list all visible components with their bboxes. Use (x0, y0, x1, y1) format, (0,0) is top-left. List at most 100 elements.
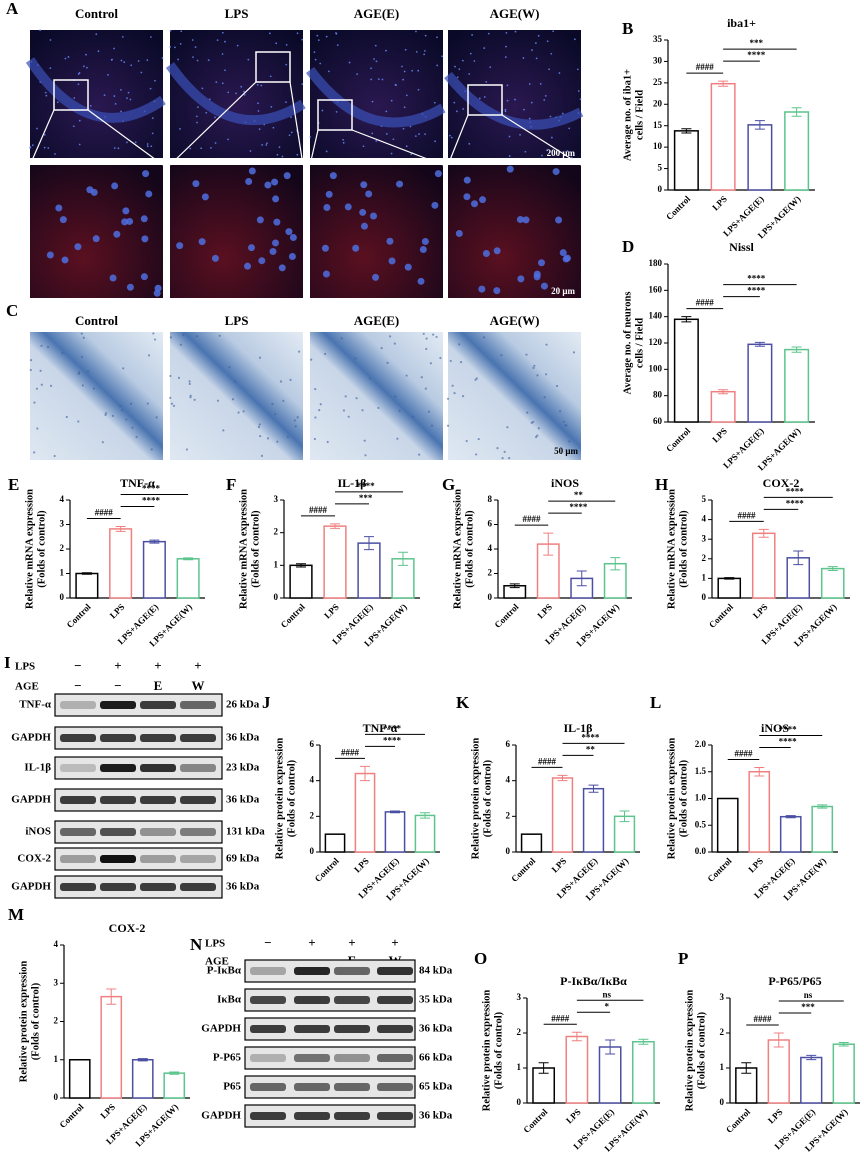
band-label: iNOS (25, 826, 51, 838)
nucleus (441, 55, 444, 58)
band-label: TNF-α (19, 699, 52, 711)
nucleus (49, 67, 52, 69)
nucleus (278, 146, 281, 149)
nucleus (201, 193, 209, 201)
band (140, 764, 176, 772)
nucleus (227, 138, 229, 141)
neuron (188, 380, 191, 383)
neuron (429, 362, 432, 365)
band (140, 855, 176, 863)
nucleus (405, 94, 408, 97)
nucleus (508, 155, 511, 157)
panel-letter: F (226, 475, 236, 494)
significance-label: ** (574, 490, 584, 500)
treatment-label: LPS (205, 938, 225, 950)
band-label: GAPDH (11, 732, 51, 744)
nucleus (260, 84, 263, 87)
x-tick-label: Control (509, 855, 538, 884)
neuron (420, 376, 423, 379)
zoom-line (289, 81, 304, 166)
bar (176, 558, 200, 599)
y-tick-label: 2 (517, 1027, 522, 1037)
nucleus (214, 142, 217, 144)
nucleus (344, 203, 352, 211)
neuron (496, 447, 499, 450)
zoom-box (53, 79, 89, 111)
nucleus (544, 94, 547, 97)
y-tick-label: 1 (702, 572, 707, 582)
nucleus (169, 29, 172, 32)
neuron (40, 383, 43, 386)
nucleus (97, 50, 100, 53)
nucleus (402, 127, 405, 130)
neuron (119, 405, 122, 408)
nucleus (552, 168, 560, 176)
nucleus (555, 216, 563, 224)
error-bar (137, 1058, 148, 1062)
neuron (33, 401, 36, 404)
treatment-mark: − (114, 678, 121, 693)
nucleus (468, 73, 471, 75)
zoom-line (309, 129, 319, 166)
neuron (257, 425, 261, 429)
nucleus (436, 64, 439, 67)
blot-strip (54, 875, 223, 899)
nucleus (456, 76, 459, 79)
y-tick-label: 0.5 (695, 819, 707, 829)
neuron (319, 403, 322, 406)
nucleus (269, 75, 272, 78)
nucleus (257, 102, 259, 105)
neuron (446, 397, 450, 400)
nucleus (224, 69, 226, 72)
error-bar (571, 1031, 582, 1042)
nucleus (453, 101, 456, 104)
nucleus (424, 34, 427, 37)
neuron (565, 424, 568, 427)
nucleus (514, 98, 516, 101)
nucleus (249, 150, 252, 152)
nucleus (516, 216, 524, 224)
neuron (29, 368, 32, 372)
nucleus (264, 181, 272, 189)
neuron (193, 398, 196, 401)
chart-title: P-IκBα/IκBα (560, 974, 627, 988)
nucleus (403, 70, 406, 73)
x-tick-label: LPS (710, 426, 729, 445)
neuron (430, 424, 434, 427)
y-tick-label: 1 (720, 1062, 725, 1072)
nucleus (550, 136, 553, 139)
neuron (172, 404, 176, 408)
nucleus (458, 68, 461, 71)
band-label: IL-1β (24, 762, 51, 774)
band (250, 1112, 286, 1120)
column-label: LPS (225, 313, 249, 328)
neuron (279, 380, 283, 383)
band (60, 828, 96, 836)
nucleus (504, 108, 507, 111)
neuron (104, 413, 107, 417)
band (377, 967, 413, 975)
neuron (340, 337, 343, 340)
nucleus (417, 277, 425, 285)
bar (832, 1043, 855, 1104)
nucleus (189, 147, 192, 150)
y-tick-label: 5 (658, 163, 663, 173)
neuron (104, 412, 108, 415)
neuron (92, 387, 96, 390)
neuron (411, 415, 415, 418)
band (377, 1054, 413, 1062)
nucleus (243, 90, 245, 93)
nucleus (450, 136, 453, 139)
y-axis-label: (Folds of control) (250, 510, 261, 588)
error-bar (183, 557, 194, 561)
neuron (289, 378, 292, 381)
neuron (396, 437, 399, 440)
nucleus (154, 79, 156, 82)
band (334, 1054, 370, 1062)
neuron (394, 395, 397, 398)
bar (131, 1059, 154, 1099)
band (180, 855, 216, 863)
y-tick-label: 3 (274, 494, 279, 504)
neuron (135, 435, 138, 439)
nucleus (325, 35, 328, 38)
